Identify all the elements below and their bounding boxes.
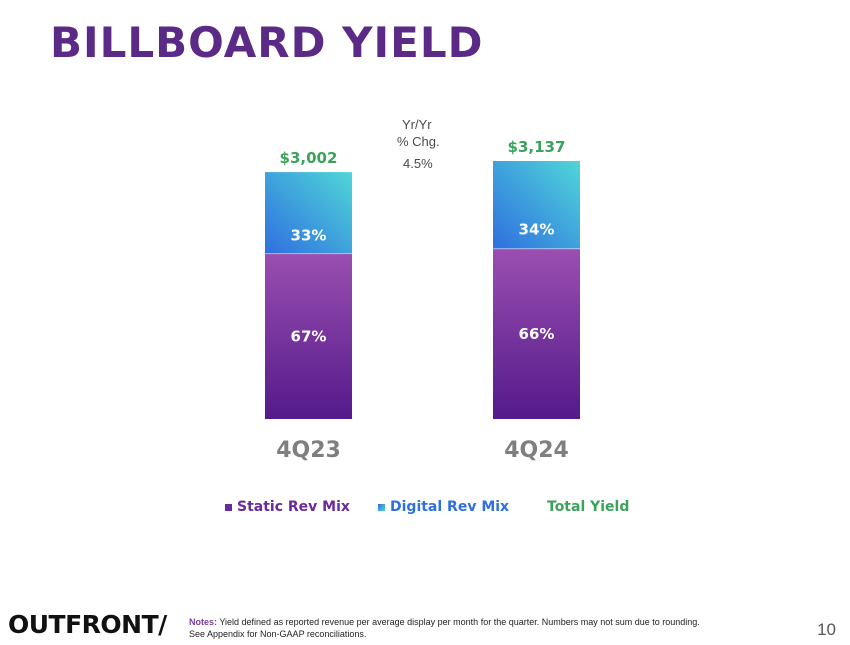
total-yield-label-4q24: $3,137	[508, 138, 566, 156]
data-label-static-4q23: 67%	[291, 327, 327, 345]
legend-swatch-digital	[378, 503, 385, 511]
notes-line1: Yield defined as reported revenue per av…	[219, 617, 700, 627]
legend-label-digital: Digital Rev Mix	[390, 499, 510, 515]
chart-legend: Static Rev Mix Digital Rev Mix Total Yie…	[0, 499, 850, 519]
change-value: 4.5%	[403, 156, 433, 171]
total-yield-label-4q23: $3,002	[280, 149, 338, 167]
stacked-bar-chart: 67% 33% $3,002 4Q23 66% 34% $3,137 4Q24 Yr/Yr %…	[265, 117, 580, 463]
notes-line2: See Appendix for Non-GAAP reconciliation…	[189, 629, 367, 639]
legend-label-static: Static Rev Mix	[237, 499, 350, 515]
data-label-digital-4q23: 33%	[291, 227, 327, 245]
company-logo: OUTFRONT/	[8, 610, 167, 639]
data-label-digital-4q24: 34%	[519, 220, 555, 238]
footnotes: Notes: Yield defined as reported revenue…	[189, 616, 789, 640]
change-header-line1: Yr/Yr	[402, 117, 432, 132]
bar-static-4q24	[493, 248, 580, 419]
legend-item-digital: Digital Rev Mix	[378, 499, 509, 515]
data-label-static-4q24: 66%	[519, 325, 555, 343]
page-number: 10	[817, 620, 836, 639]
legend-item-static: Static Rev Mix	[225, 499, 350, 515]
category-label-4q24: 4Q24	[504, 438, 569, 463]
legend-item-total: Total Yield	[547, 499, 629, 515]
category-label-4q23: 4Q23	[276, 438, 341, 463]
bar-digital-4q23	[265, 172, 352, 254]
change-header-line2: % Chg.	[397, 134, 440, 149]
legend-swatch-static	[225, 503, 232, 511]
bar-static-4q23	[265, 253, 352, 419]
legend-label-total: Total Yield	[547, 499, 630, 515]
bar-digital-4q24	[493, 161, 580, 249]
notes-prefix: Notes:	[189, 617, 218, 627]
page-title: BILLBOARD YIELD	[50, 18, 484, 67]
